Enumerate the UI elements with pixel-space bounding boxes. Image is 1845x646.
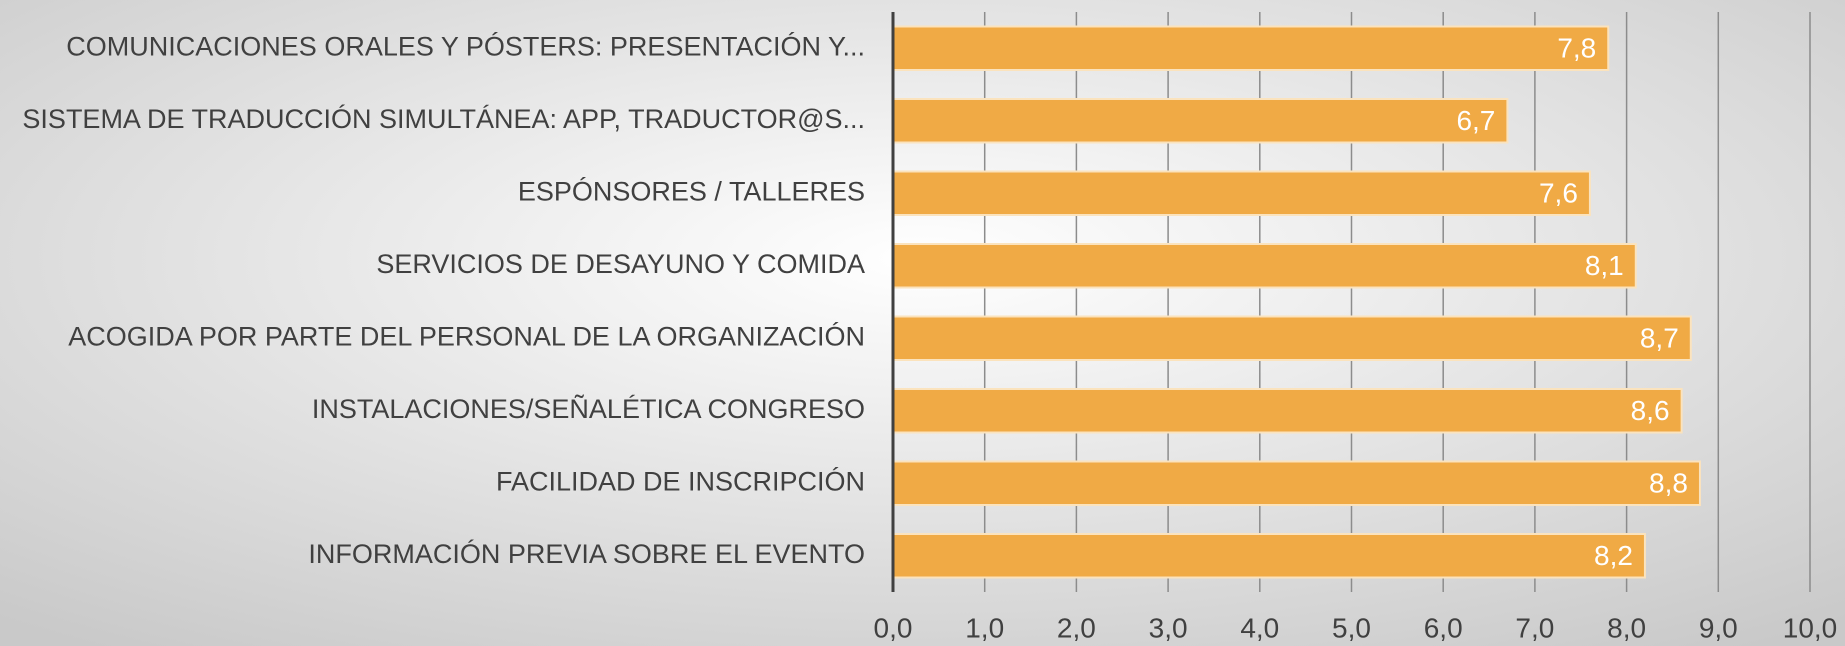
data-label: 6,7 (1456, 105, 1495, 136)
x-tick-label: 10,0 (1783, 612, 1838, 643)
x-tick-label: 2,0 (1057, 612, 1096, 643)
category-label: FACILIDAD DE INSCRIPCIÓN (496, 465, 865, 496)
data-label: 7,6 (1539, 178, 1578, 209)
x-tick-label: 5,0 (1332, 612, 1371, 643)
x-tick-label: 8,0 (1607, 612, 1646, 643)
bar (892, 460, 1701, 506)
bar (892, 170, 1591, 216)
x-tick-label: 4,0 (1240, 612, 1279, 643)
x-tick-label: 9,0 (1699, 612, 1738, 643)
x-tick-label: 6,0 (1424, 612, 1463, 643)
category-label: SERVICIOS DE DESAYUNO Y COMIDA (376, 249, 865, 279)
x-tick-label: 0,0 (874, 612, 913, 643)
data-label: 8,2 (1594, 540, 1633, 571)
bar (892, 25, 1610, 71)
bar (892, 388, 1683, 434)
bar (892, 315, 1692, 361)
bar (892, 98, 1509, 144)
data-label: 7,8 (1557, 33, 1596, 64)
x-tick-label: 3,0 (1149, 612, 1188, 643)
bars: COMUNICACIONES ORALES Y PÓSTERS: PRESENT… (22, 12, 1701, 592)
category-label: ESPÓNSORES / TALLERES (518, 175, 865, 206)
category-label: COMUNICACIONES ORALES Y PÓSTERS: PRESENT… (66, 30, 865, 61)
category-label: INFORMACIÓN PREVIA SOBRE EL EVENTO (308, 538, 865, 569)
data-label: 8,1 (1585, 250, 1624, 281)
x-tick-label: 1,0 (965, 612, 1004, 643)
data-label: 8,6 (1631, 395, 1670, 426)
category-label: ACOGIDA POR PARTE DEL PERSONAL DE LA ORG… (68, 320, 865, 351)
category-label: INSTALACIONES/SEÑALÉTICA CONGRESO (312, 393, 865, 424)
bar (892, 243, 1637, 289)
data-label: 8,8 (1649, 468, 1688, 499)
category-label: SISTEMA DE TRADUCCIÓN SIMULTÁNEA: APP, T… (22, 103, 865, 134)
bar (892, 533, 1646, 579)
data-label: 8,7 (1640, 323, 1679, 354)
x-tick-label: 7,0 (1515, 612, 1554, 643)
